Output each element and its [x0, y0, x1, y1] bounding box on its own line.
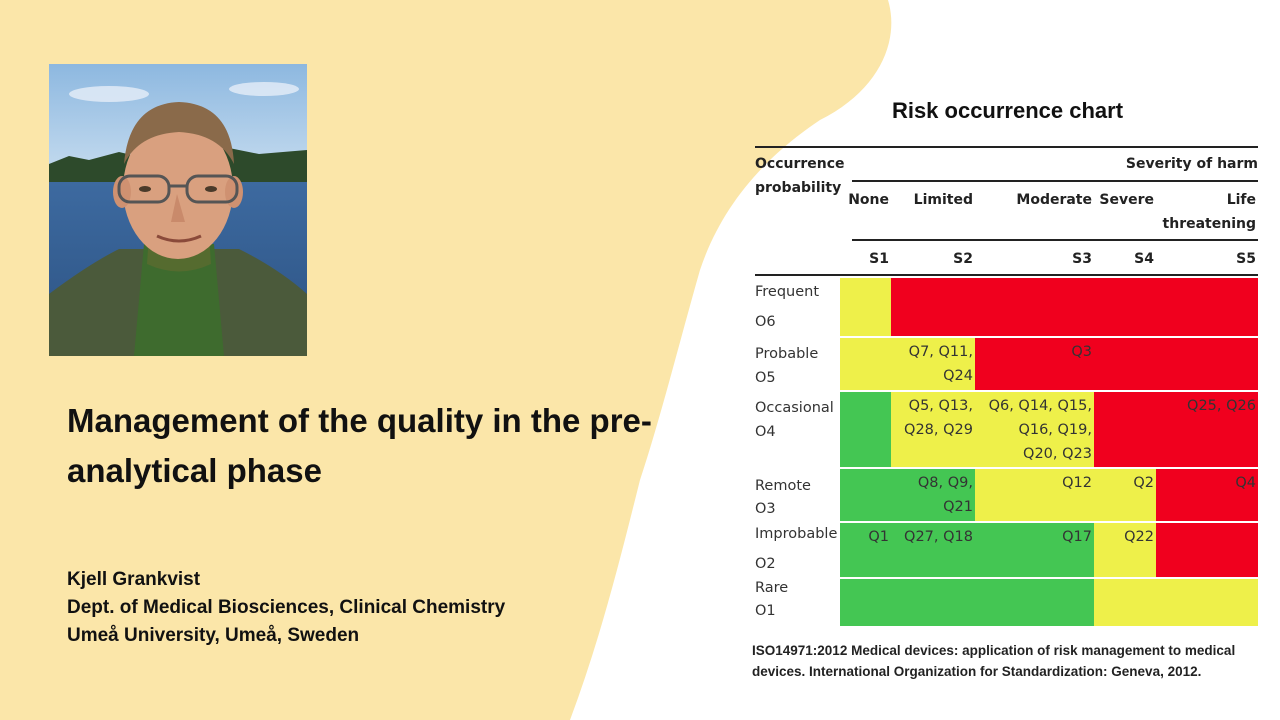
author-affiliation: Umeå University, Umeå, Sweden [67, 625, 360, 646]
author-name: Kjell Grankvist [67, 569, 201, 590]
chart-title: Risk occurrence chart [891, 98, 1124, 123]
risk-item-o5-s3: Q3 [1071, 344, 1092, 360]
risk-cell-o4-s2 [891, 392, 976, 467]
column-code-s5: S5 [1236, 251, 1256, 267]
row-code-o5: O5 [755, 370, 776, 386]
risk-item-o2-s4: Q22 [1124, 529, 1154, 545]
risk-cell-o1-s5 [1156, 579, 1258, 626]
risk-item-o4-s5: Q25, Q26 [1187, 398, 1256, 414]
risk-cell-o6-s2 [891, 278, 976, 336]
reference-citation: ISO14971:2012 Medical devices: applicati… [752, 643, 1236, 679]
row-label-o2: Improbable [755, 526, 838, 542]
row-label-o6: Frequent [755, 284, 820, 300]
risk-item-o5-s2: Q24 [943, 368, 973, 384]
risk-cell-o3-s1 [840, 469, 892, 521]
risk-cell-o4-s4 [1094, 392, 1157, 467]
author-block: Kjell Grankvist Dept. of Medical Bioscie… [67, 566, 505, 650]
risk-item-o3-s4: Q2 [1133, 475, 1154, 491]
column-code-s4: S4 [1134, 251, 1154, 267]
header-low-rule [852, 239, 1258, 241]
risk-cell-o5-s3 [975, 338, 1095, 390]
column-group-header: Severity of harm [1125, 156, 1258, 172]
column-name-s2: Limited [913, 192, 973, 208]
column-name-s4: Severe [1099, 192, 1154, 208]
risk-cell-o2-s5 [1156, 523, 1258, 577]
row-label-o1: Rare [755, 580, 789, 596]
row-code-o3: O3 [755, 501, 776, 517]
risk-cell-o2-s2 [891, 523, 976, 577]
risk-cell-o6-s3 [975, 278, 1095, 336]
risk-item-o3-s5: Q4 [1235, 475, 1256, 491]
column-name-s1: None [848, 192, 889, 208]
row-code-o1: O1 [755, 603, 776, 619]
risk-item-o4-s2: Q28, Q29 [904, 422, 973, 438]
slide-title: Management of the quality in the pre-ana… [67, 402, 652, 489]
risk-cell-o2-s1 [840, 523, 892, 577]
header-bottom-rule [755, 274, 1258, 276]
risk-cell-o5-s4 [1094, 338, 1157, 390]
risk-item-o3-s2: Q21 [943, 499, 973, 515]
column-code-s3: S3 [1072, 251, 1092, 267]
column-name-s5: Life [1226, 192, 1256, 208]
risk-item-o3-s3: Q12 [1062, 475, 1092, 491]
column-code-s2: S2 [953, 251, 973, 267]
risk-cell-o1-s1 [840, 579, 892, 626]
risk-cell-o5-s2 [891, 338, 976, 390]
risk-cell-o6-s1 [840, 278, 892, 336]
risk-item-o5-s2: Q7, Q11, [908, 344, 973, 360]
risk-cell-o6-s4 [1094, 278, 1157, 336]
row-label-o5: Probable [755, 346, 819, 362]
risk-cell-o4-s3 [975, 392, 1095, 467]
risk-cell-o3-s5 [1156, 469, 1258, 521]
author-department: Dept. of Medical Biosciences, Clinical C… [67, 597, 506, 618]
risk-cell-o5-s1 [840, 338, 892, 390]
risk-cell-o1-s2 [891, 579, 976, 626]
risk-cell-o4-s5 [1156, 392, 1258, 467]
risk-cell-o3-s3 [975, 469, 1095, 521]
row-code-o4: O4 [755, 424, 776, 440]
risk-cell-o5-s5 [1156, 338, 1258, 390]
risk-cell-o2-s3 [975, 523, 1095, 577]
row-code-o6: O6 [755, 314, 776, 330]
header-top-rule [755, 146, 1258, 148]
risk-item-o2-s1: Q1 [868, 529, 889, 545]
risk-cell-o1-s3 [975, 579, 1095, 626]
risk-cell-o1-s4 [1094, 579, 1157, 626]
row-label-o4: Occasional [755, 400, 834, 416]
risk-cell-o3-s2 [891, 469, 976, 521]
risk-item-o4-s3: Q6, Q14, Q15, [988, 398, 1092, 414]
author-photo [49, 64, 307, 356]
row-header-line-2: probability [755, 180, 842, 196]
risk-item-o4-s2: Q5, Q13, [908, 398, 973, 414]
row-label-o3: Remote [755, 478, 811, 494]
risk-cell-o4-s1 [840, 392, 892, 467]
row-header-line-1: Occurrence [755, 156, 845, 172]
risk-item-o3-s2: Q8, Q9, [917, 475, 973, 491]
risk-item-o2-s2: Q27, Q18 [904, 529, 973, 545]
risk-item-o4-s3: Q16, Q19, [1018, 422, 1092, 438]
header-mid-rule [852, 180, 1258, 182]
row-code-o2: O2 [755, 556, 776, 572]
risk-cell-o2-s4 [1094, 523, 1157, 577]
risk-cell-o6-s5 [1156, 278, 1258, 336]
column-code-s1: S1 [869, 251, 889, 267]
risk-occurrence-chart: Occurrence probability Severity of harm … [755, 146, 1258, 628]
column-name-s5: threatening [1162, 216, 1256, 232]
risk-item-o4-s3: Q20, Q23 [1023, 446, 1092, 462]
risk-cell-o3-s4 [1094, 469, 1157, 521]
column-name-s3: Moderate [1016, 192, 1092, 208]
risk-item-o2-s3: Q17 [1062, 529, 1092, 545]
